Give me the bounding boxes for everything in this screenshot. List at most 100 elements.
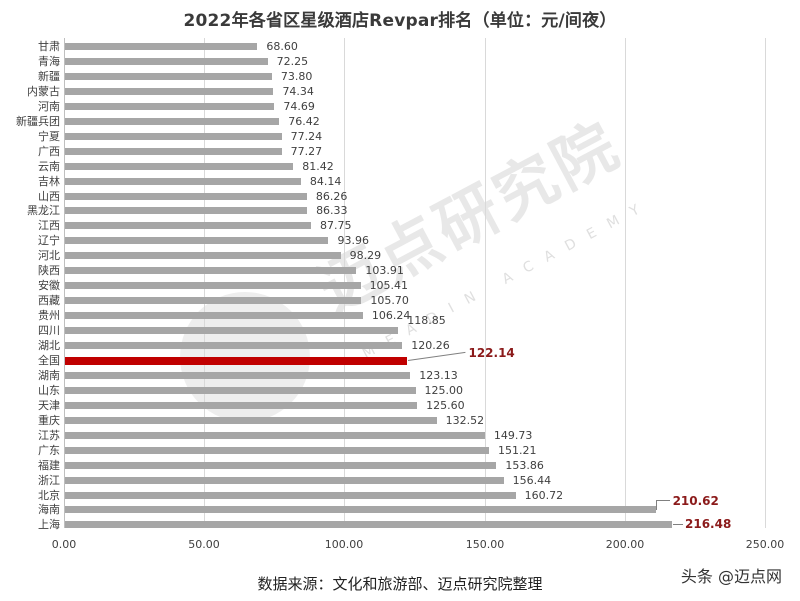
category-label: 山西 xyxy=(38,189,60,203)
bar xyxy=(65,117,280,125)
bar xyxy=(65,267,357,275)
bar xyxy=(65,327,399,335)
bar-row: 辽宁 93.96 xyxy=(38,233,800,248)
category-label: 云南 xyxy=(38,159,60,173)
value-label: 74.34 xyxy=(282,84,314,98)
bar-row: 山东 125.00 xyxy=(38,383,800,398)
category-label: 宁夏 xyxy=(38,129,60,143)
bar xyxy=(65,132,282,140)
value-label: 149.73 xyxy=(493,428,533,442)
category-label: 山东 xyxy=(38,383,60,397)
bar xyxy=(65,162,294,170)
bar xyxy=(65,282,361,290)
value-label: 77.27 xyxy=(290,144,323,158)
x-tick-label: 250.00 xyxy=(745,538,785,551)
value-label: 123.13 xyxy=(419,368,458,382)
category-label: 浙江 xyxy=(38,473,60,487)
value-label: 87.75 xyxy=(320,219,352,233)
category-label: 重庆 xyxy=(38,413,60,427)
category-label: 西藏 xyxy=(38,294,60,308)
data-source-note: 数据来源：文化和旅游部、迈点研究院整理 xyxy=(257,575,543,593)
bar xyxy=(65,72,272,80)
x-tick-label: 200.00 xyxy=(605,538,645,551)
bar-row: 海南 210.62 xyxy=(38,494,800,517)
bar-row: 江西 87.75 xyxy=(38,218,800,233)
bar xyxy=(65,342,403,349)
value-label: 68.60 xyxy=(266,40,298,53)
bar xyxy=(65,43,258,50)
bar xyxy=(65,102,275,110)
bar-row: 青海 72.25 xyxy=(38,54,800,69)
x-tick-label: 50.00 xyxy=(188,538,220,551)
bar-row: 内蒙古 74.34 xyxy=(27,84,800,99)
category-label: 新疆兵团 xyxy=(16,114,60,128)
bar-row: 河北 98.29 xyxy=(38,248,800,263)
bar-row: 湖南 123.13 xyxy=(38,368,800,383)
bar-row: 上海 216.48 xyxy=(38,517,800,532)
bar-row: 福建 153.86 xyxy=(38,458,800,473)
value-label: 151.21 xyxy=(497,443,537,457)
category-label: 甘肃 xyxy=(38,40,60,53)
bar xyxy=(65,476,504,484)
value-label: 118.85 xyxy=(407,314,446,328)
bar-row: 重庆 132.52 xyxy=(38,413,800,428)
value-label: 216.48 xyxy=(685,517,732,532)
value-label: 120.26 xyxy=(411,339,450,352)
bar-row: 吉林 84.14 xyxy=(38,174,800,189)
category-label: 福建 xyxy=(38,458,60,472)
bar-row: 西藏 105.70 xyxy=(38,293,800,308)
bar-row: 天津 125.60 xyxy=(38,398,800,413)
value-label: 106.24 xyxy=(371,309,411,323)
value-label: 125.00 xyxy=(424,383,464,397)
category-label: 全国 xyxy=(38,353,60,367)
leader-line xyxy=(408,351,466,361)
value-label: 210.62 xyxy=(672,494,719,509)
bar-row: 全国 122.14 xyxy=(38,346,800,368)
bar xyxy=(65,57,268,65)
bar xyxy=(65,371,411,379)
category-label: 新疆 xyxy=(38,69,60,83)
bar xyxy=(65,356,408,365)
gridline xyxy=(765,38,766,528)
bar xyxy=(65,207,308,215)
value-label: 86.26 xyxy=(315,189,348,203)
bar xyxy=(65,416,437,424)
chart-title: 2022年各省区星级酒店Revpar排名（单位：元/间夜） xyxy=(183,11,617,31)
bar xyxy=(65,491,516,499)
value-label: 76.42 xyxy=(288,114,320,128)
bar xyxy=(65,177,301,185)
bar-row: 江苏 149.73 xyxy=(38,428,800,443)
value-label: 81.42 xyxy=(302,159,334,173)
bar-row: 湖北 120.26 xyxy=(38,338,800,353)
category-label: 青海 xyxy=(38,54,60,68)
value-label: 77.24 xyxy=(290,129,323,143)
bar xyxy=(65,297,362,305)
value-label: 86.33 xyxy=(316,204,348,218)
value-label: 98.29 xyxy=(349,249,382,263)
category-label: 上海 xyxy=(38,518,60,532)
leader-line xyxy=(655,500,657,511)
leader-line xyxy=(673,524,683,526)
bar-row: 黑龙江 86.33 xyxy=(27,203,800,218)
category-label: 江苏 xyxy=(38,428,60,442)
gridline xyxy=(625,38,626,528)
bar xyxy=(65,147,282,155)
value-label: 132.52 xyxy=(445,413,485,427)
value-label: 93.96 xyxy=(337,234,369,248)
category-label: 天津 xyxy=(38,398,60,412)
bar-row: 浙江 156.44 xyxy=(38,473,800,488)
value-label: 105.41 xyxy=(369,279,409,293)
value-label: 160.72 xyxy=(524,488,564,502)
leader-line xyxy=(655,500,670,502)
plot-area: 甘肃 68.60 青海 72.25 新疆 73.80 内蒙古 74.34 河南 74.69 新疆兵团… xyxy=(16,38,766,531)
category-label: 江西 xyxy=(38,219,60,233)
category-label: 北京 xyxy=(38,488,60,502)
category-label: 海南 xyxy=(38,503,60,517)
value-label: 125.60 xyxy=(426,398,465,412)
category-label: 湖北 xyxy=(38,339,60,352)
bar-row: 四川 118.85 xyxy=(38,314,800,338)
category-label: 四川 xyxy=(38,324,60,338)
value-label: 153.86 xyxy=(505,458,544,472)
bar xyxy=(65,431,485,439)
category-label: 河北 xyxy=(38,249,60,263)
